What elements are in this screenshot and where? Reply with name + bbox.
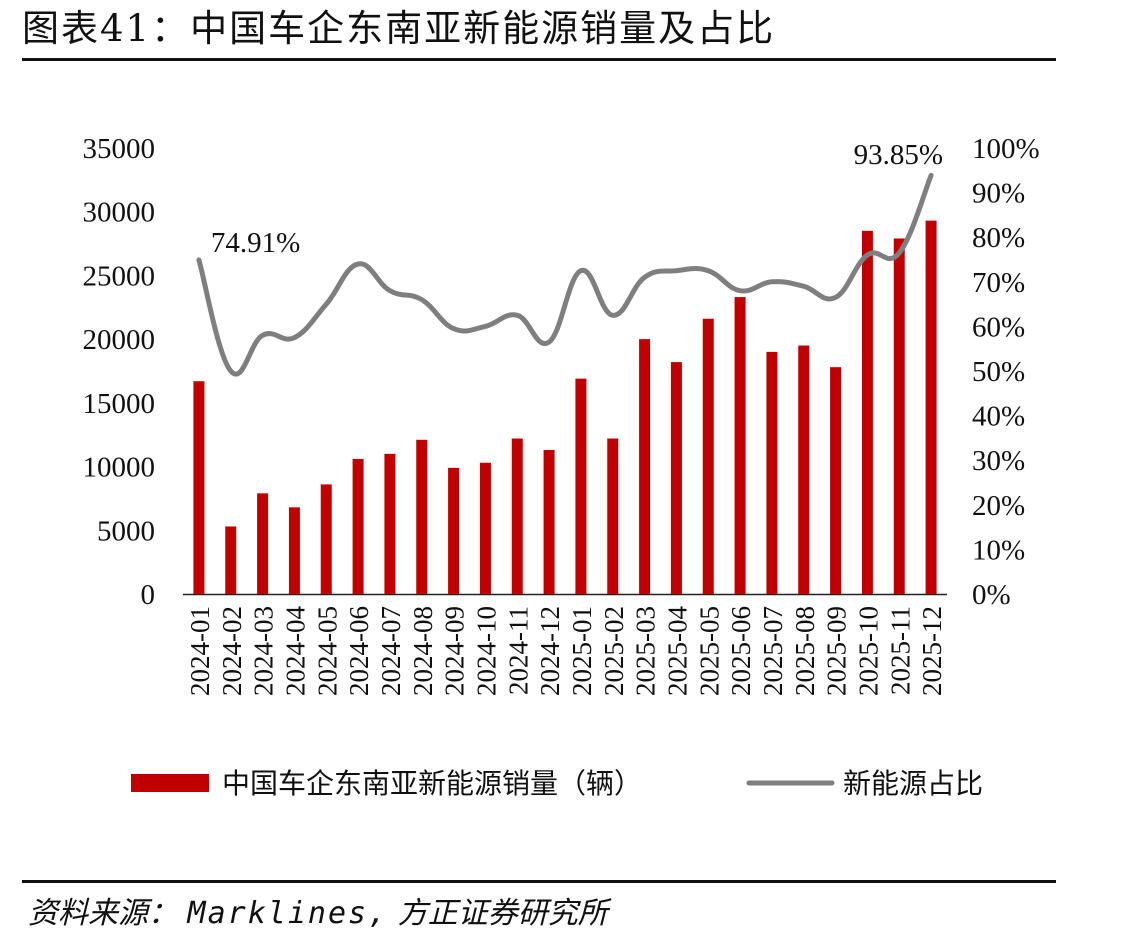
bar-2024-10 <box>479 462 491 594</box>
left-tick-label: 10000 <box>83 452 156 484</box>
right-tick-label: 60% <box>972 311 1025 343</box>
left-tick-label: 35000 <box>83 133 156 165</box>
figure-title: 图表41：中国车企东南亚新能源销量及占比 <box>22 7 776 50</box>
bar-series <box>193 220 937 595</box>
x-tick-label: 2024-05 <box>312 606 342 696</box>
footer-divider <box>22 880 1056 883</box>
share-line <box>196 172 934 377</box>
left-tick-label: 30000 <box>83 197 156 229</box>
bar-2024-09 <box>448 467 460 594</box>
bar-2025-01 <box>575 378 587 594</box>
chart-legend: 中国车企东南亚新能源销量（辆） 新能源占比 <box>131 767 983 800</box>
x-axis-ticks: 2024-01 2024-02 2024-03 2024-04 2024-05 2024-… <box>185 606 947 696</box>
bar-2024-11 <box>511 438 523 594</box>
legend-bar-label: 中国车企东南亚新能源销量（辆） <box>222 767 642 800</box>
right-tick-label: 20% <box>972 490 1025 522</box>
x-tick-label: 2024-12 <box>535 606 565 696</box>
right-tick-label: 80% <box>972 222 1025 254</box>
x-tick-label: 2025-04 <box>662 606 692 696</box>
right-tick-label: 30% <box>972 445 1025 477</box>
x-tick-label: 2024-07 <box>376 606 406 696</box>
left-tick-label: 0 <box>141 579 156 611</box>
bar-2025-05 <box>702 318 714 594</box>
x-tick-label: 2024-10 <box>471 606 501 696</box>
right-tick-label: 90% <box>972 178 1025 210</box>
bar-2024-05 <box>320 484 332 594</box>
right-tick-label: 10% <box>972 534 1025 566</box>
source-note: 资料来源： Marklines, 方正证券研究所 <box>28 892 608 936</box>
bar-2024-08 <box>416 439 428 594</box>
left-tick-label: 5000 <box>97 515 155 547</box>
title-divider <box>22 58 1056 61</box>
bar-2025-02 <box>607 438 619 594</box>
annotation-label: 74.91% <box>211 227 300 259</box>
source-label: 资料来源： <box>28 896 178 931</box>
x-tick-label: 2024-11 <box>503 606 533 695</box>
bar-2024-06 <box>352 458 364 594</box>
x-tick-label: 2025-08 <box>790 606 820 696</box>
x-tick-label: 2024-02 <box>217 606 247 696</box>
source-org: 方正证券研究所 <box>397 896 608 931</box>
bar-2025-11 <box>893 238 905 594</box>
x-tick-label: 2025-07 <box>758 606 788 696</box>
x-tick-label: 2025-12 <box>917 606 947 696</box>
left-tick-label: 25000 <box>83 260 156 292</box>
x-tick-label: 2024-09 <box>440 606 470 696</box>
bar-2024-04 <box>288 507 300 594</box>
legend-bar-swatch <box>131 774 209 792</box>
x-tick-label: 2025-01 <box>567 606 597 696</box>
right-axis-ticks: 0% 10% 20% 30% 40% 50% 60% 70% 80% 90% 100% <box>972 133 1040 611</box>
x-tick-label: 2024-01 <box>185 606 215 696</box>
right-tick-label: 100% <box>972 133 1040 165</box>
bar-2024-03 <box>257 493 269 594</box>
x-tick-label: 2025-05 <box>694 606 724 696</box>
x-tick-label: 2025-10 <box>853 606 883 696</box>
bar-2024-01 <box>193 381 205 594</box>
bar-2025-04 <box>670 362 682 594</box>
x-tick-label: 2024-06 <box>344 606 374 696</box>
bar-2024-12 <box>543 450 555 594</box>
left-tick-label: 20000 <box>83 324 156 356</box>
x-tick-label: 2024-03 <box>249 606 279 696</box>
x-tick-label: 2024-08 <box>408 606 438 696</box>
line-series <box>196 172 934 377</box>
x-tick-label: 2025-06 <box>726 606 756 696</box>
bar-2024-02 <box>225 526 237 594</box>
bar-2025-08 <box>798 345 810 594</box>
bar-2025-07 <box>766 351 778 594</box>
x-tick-label: 2025-03 <box>631 606 661 696</box>
right-tick-label: 50% <box>972 356 1025 388</box>
bar-2025-10 <box>861 230 873 595</box>
combo-chart: 0 5000 10000 15000 20000 25000 30000 35000 0% 10… <box>83 133 1040 800</box>
right-tick-label: 0% <box>972 579 1011 611</box>
left-tick-label: 15000 <box>83 388 156 420</box>
annotation-label: 93.85% <box>854 139 943 171</box>
right-tick-label: 40% <box>972 401 1025 433</box>
right-tick-label: 70% <box>972 267 1025 299</box>
x-tick-label: 2025-02 <box>599 606 629 696</box>
left-axis-ticks: 0 5000 10000 15000 20000 25000 30000 35000 <box>83 133 156 611</box>
x-tick-label: 2025-09 <box>822 606 852 696</box>
source-brand: Marklines, <box>187 896 389 931</box>
bar-2025-03 <box>639 339 651 594</box>
data-annotations: 74.91% 93.85% <box>211 139 943 259</box>
bar-2025-06 <box>734 297 746 594</box>
x-tick-label: 2025-11 <box>885 606 915 695</box>
bar-2024-07 <box>384 453 396 594</box>
legend-line-label: 新能源占比 <box>843 767 983 800</box>
x-tick-label: 2024-04 <box>280 606 310 696</box>
bar-2025-09 <box>830 367 842 594</box>
bar-2025-12 <box>925 220 937 595</box>
